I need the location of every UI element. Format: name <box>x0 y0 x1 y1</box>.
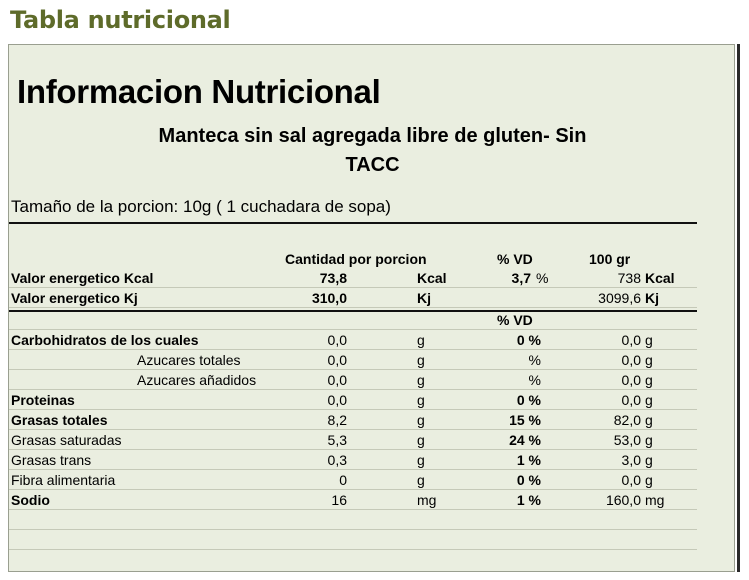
nutrient-row-unit: g <box>417 332 425 348</box>
nutrient-row-unit: g <box>417 432 425 448</box>
nutrient-row-per100-unit: g <box>645 412 653 428</box>
nutrient-row-qty: 0,3 <box>327 452 347 468</box>
vd-column-header: % VD <box>497 251 533 267</box>
nutrient-row-per100: 0,0 <box>621 392 641 408</box>
nutrient-row-vd: 15 % <box>509 412 541 428</box>
nutrient-row-qty: 5,3 <box>327 432 347 448</box>
nutrient-row-per100-unit: g <box>645 332 653 348</box>
nutrient-row-per100-unit: mg <box>645 492 665 508</box>
nutrient-row-vd: 0 % <box>516 392 541 408</box>
nutrient-row-name: Grasas totales <box>11 412 108 428</box>
grid-line <box>9 489 697 490</box>
grid-line <box>9 429 697 430</box>
energy-row-per100: 738 <box>617 270 641 286</box>
energy-row-qty: 73,8 <box>319 270 347 286</box>
nutrient-row-per100-unit: g <box>645 352 653 368</box>
nutrient-row-qty: 0,0 <box>327 332 347 348</box>
nutrient-row-qty: 0 <box>339 472 347 488</box>
energy-row-per100-unit: Kj <box>645 290 659 306</box>
nutrient-row-vd: 0 % <box>516 472 541 488</box>
nutrient-row-vd: 1 % <box>516 492 541 508</box>
energy-row-vd: 3,7 <box>511 270 531 286</box>
grid-line <box>9 349 697 350</box>
energy-row-qty: 310,0 <box>311 290 347 306</box>
grid-line <box>9 307 697 308</box>
energy-row-unit: Kcal <box>417 270 447 286</box>
nutrient-row-per100: 3,0 <box>621 452 641 468</box>
nutrient-row-vd: 24 % <box>509 432 541 448</box>
nutrient-row-qty: 0,0 <box>327 372 347 388</box>
nutrient-row-name: Grasas trans <box>11 452 92 468</box>
nutrient-row-per100: 160,0 <box>605 492 641 508</box>
energy-row-unit: Kj <box>417 290 431 306</box>
nutrient-row-qty: 8,2 <box>327 412 347 428</box>
grid-line <box>9 409 697 410</box>
nutrient-row-unit: g <box>417 472 425 488</box>
serving-size: Tamaño de la porcion: 10g ( 1 cuchadara … <box>11 197 391 216</box>
grid-line <box>9 287 697 288</box>
grid-line <box>9 469 697 470</box>
grid-line <box>9 329 697 330</box>
nutrient-row-per100: 0,0 <box>621 472 641 488</box>
divider-top <box>9 222 697 224</box>
nutrient-row-per100: 0,0 <box>621 332 641 348</box>
grid-line <box>9 369 697 370</box>
nutrient-row-name: Fibra alimentaria <box>11 472 116 488</box>
nutrient-row-unit: g <box>417 352 425 368</box>
nutrient-row-qty: 0,0 <box>327 352 347 368</box>
vd-column-header-2: % VD <box>497 312 533 328</box>
nutrient-row-name: Carbohidratos de los cuales <box>11 332 199 348</box>
label-heading: Informacion Nutricional <box>17 73 381 110</box>
nutrition-label-panel: Informacion Nutricional Manteca sin sal … <box>8 44 735 572</box>
grid-line <box>9 389 697 390</box>
nutrient-row-per100: 53,0 <box>613 432 641 448</box>
nutrient-row-per100-unit: g <box>645 392 653 408</box>
nutrient-row-name: Grasas saturadas <box>11 432 122 448</box>
nutrient-row-name: Azucares añadidos <box>137 372 257 388</box>
nutrient-row-per100-unit: g <box>645 472 653 488</box>
grid-line <box>9 509 697 510</box>
nutrient-row-unit: g <box>417 412 425 428</box>
nutrient-row-per100-unit: g <box>645 452 653 468</box>
nutrient-row-unit: mg <box>417 492 437 508</box>
product-name-line1: Manteca sin sal agregada libre de gluten… <box>158 125 587 147</box>
nutrient-row-unit: g <box>417 372 425 388</box>
grid-line <box>9 529 697 530</box>
nutrient-row-unit: g <box>417 392 425 408</box>
energy-row-vd-symbol: % <box>536 270 549 286</box>
nutrient-row-vd: 1 % <box>516 452 541 468</box>
nutrient-row-per100: 0,0 <box>621 352 641 368</box>
nutrient-row-name: Azucares totales <box>137 352 241 368</box>
nutrient-row-per100: 82,0 <box>613 412 641 428</box>
nutrient-row-per100-unit: g <box>645 372 653 388</box>
nutrient-row-qty: 16 <box>331 492 347 508</box>
energy-row-per100: 3099,6 <box>598 290 641 306</box>
nutrient-row-per100: 0,0 <box>621 372 641 388</box>
divider-middle <box>9 310 697 312</box>
grid-line <box>9 449 697 450</box>
nutrient-row-vd: % <box>528 352 541 368</box>
energy-row-per100-unit: Kcal <box>645 270 675 286</box>
qty-column-header: Cantidad por porcion <box>285 251 427 267</box>
nutrient-row-qty: 0,0 <box>327 392 347 408</box>
nutrient-row-name: Proteinas <box>11 392 75 408</box>
page-title: Tabla nutricional <box>10 6 231 34</box>
nutrient-row-vd: 0 % <box>516 332 541 348</box>
nutrient-row-vd: % <box>528 372 541 388</box>
nutrient-row-name: Sodio <box>11 492 50 508</box>
energy-row-name: Valor energetico Kj <box>11 290 138 306</box>
nutrient-row-per100-unit: g <box>645 432 653 448</box>
panel-right-border <box>737 44 740 572</box>
grid-line <box>9 549 697 550</box>
product-name-line2: TACC <box>345 154 400 176</box>
per100-column-header: 100 gr <box>589 251 631 267</box>
energy-row-name: Valor energetico Kcal <box>11 270 154 286</box>
nutrient-row-unit: g <box>417 452 425 468</box>
